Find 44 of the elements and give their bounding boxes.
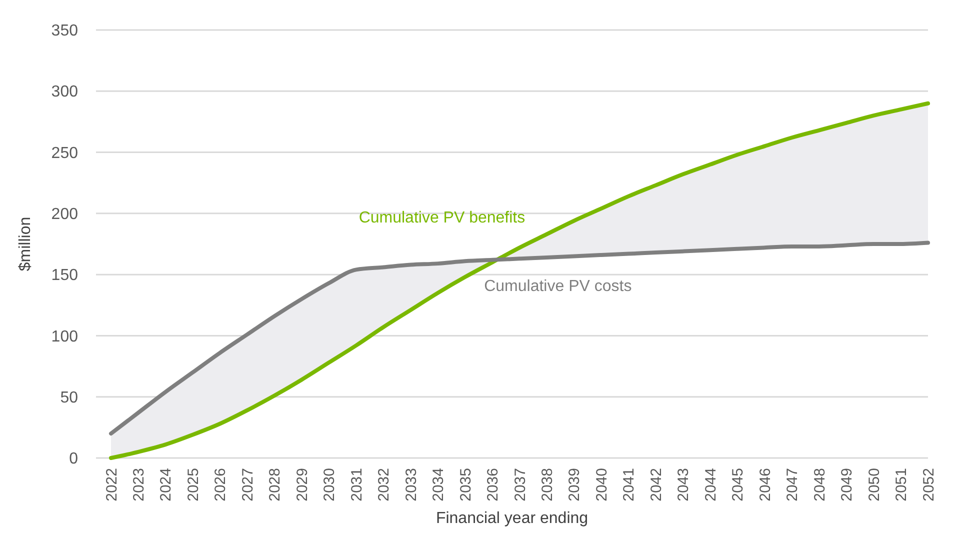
y-tick-label: 150	[51, 267, 78, 284]
x-tick-label: 2041	[620, 468, 638, 502]
x-tick-label: 2035	[457, 468, 474, 502]
x-tick-label: 2036	[484, 468, 502, 502]
line-series	[109, 240, 930, 436]
x-tick-label: 2029	[294, 468, 311, 502]
x-tick-label: 2034	[430, 468, 448, 502]
x-tick-label: 2039	[566, 468, 584, 502]
x-axis-title: Financial year ending	[436, 510, 588, 527]
x-tick-label: 2048	[811, 468, 828, 502]
x-tick-label: 2033	[402, 468, 420, 502]
x-tick-label: 2022	[103, 468, 120, 502]
x-tick-label: 2025	[184, 468, 202, 502]
y-tick-label: 250	[51, 144, 78, 162]
x-tick-label: 2043	[675, 468, 692, 502]
x-tick-label: 2051	[893, 468, 910, 502]
x-tick-label: 2037	[512, 468, 529, 502]
y-tick-label: 200	[51, 206, 78, 224]
x-tick-label: 2052	[920, 468, 938, 502]
x-tick-label: 2024	[158, 468, 175, 502]
y-tick-label: 350	[51, 22, 78, 40]
y-tick-label: 300	[51, 84, 78, 101]
x-tick-label: 2038	[538, 468, 556, 502]
x-tick-label: 2027	[239, 468, 256, 502]
x-tick-label: 2032	[376, 468, 393, 502]
y-axis-title: $million	[17, 216, 34, 272]
x-tick-label: 2047	[784, 468, 802, 502]
x-tick-label: 2040	[593, 468, 610, 502]
x-tick-label: 2050	[866, 468, 883, 502]
x-tick-label: 2045	[730, 468, 747, 502]
x-tick-label: 2031	[348, 468, 366, 502]
series-label: Cumulative PV benefits	[358, 210, 526, 227]
series-label: Cumulative PV costs	[484, 278, 632, 296]
y-tick-label: 100	[51, 328, 78, 346]
x-tick-label: 2026	[212, 468, 230, 502]
x-tick-label: 2023	[130, 468, 148, 502]
y-tick-label: 0	[69, 450, 78, 468]
x-tick-label: 2028	[266, 468, 284, 502]
x-tick-label: 2044	[702, 468, 720, 502]
x-tick-label: 2030	[321, 468, 338, 502]
x-tick-label: 2049	[838, 468, 856, 502]
x-tick-label: 2042	[648, 468, 665, 502]
y-tick-label: 50	[60, 389, 78, 406]
x-tick-label: 2046	[756, 468, 774, 502]
